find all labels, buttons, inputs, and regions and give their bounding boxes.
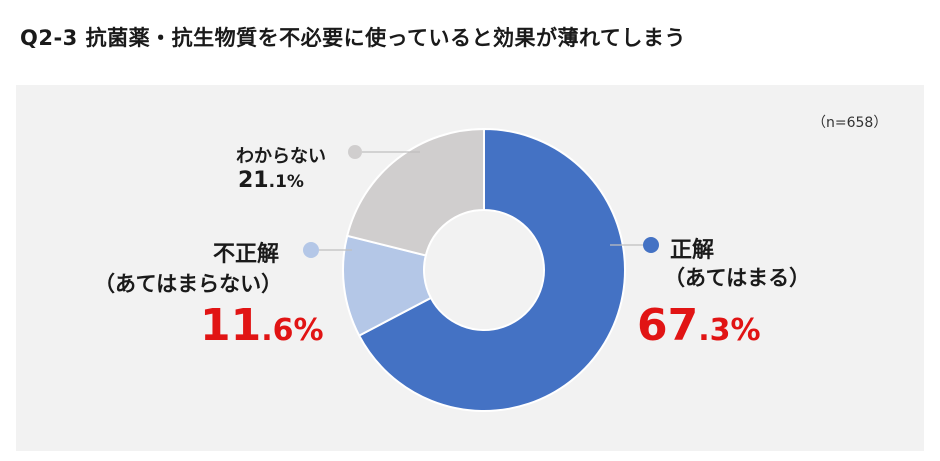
chart-title: Q2-3 抗菌薬・抗生物質を不必要に使っていると効果が薄れてしまう <box>20 26 686 50</box>
donut-slices <box>342 127 626 412</box>
label-wakaranai-name: わからない <box>236 146 326 167</box>
seikai-pct-dec: .3 <box>698 313 731 348</box>
fusei-pct-sign: % <box>293 313 324 348</box>
slice-seikai <box>357 127 626 412</box>
legend-dot-fusei <box>303 242 319 258</box>
legend-connectors <box>303 145 659 258</box>
label-fusei-name: 不正解 <box>213 242 280 267</box>
wakaranai-pct-dec: .1 <box>268 172 287 192</box>
label-seikai-sub: （あてはまる） <box>664 266 811 290</box>
label-seikai-percent: 67.3% <box>637 300 761 351</box>
legend-dot-seikai <box>643 237 659 253</box>
wakaranai-pct-sign: % <box>286 172 304 192</box>
label-fusei-sub: （あてはまらない） <box>94 272 283 296</box>
seikai-pct-int: 67 <box>637 300 699 351</box>
sample-size-note: （n=658） <box>812 115 888 131</box>
fusei-pct-int: 11 <box>200 300 262 351</box>
label-wakaranai-percent: 21.1% <box>238 168 304 193</box>
slice-wakaranai <box>345 127 485 257</box>
wakaranai-pct-int: 21 <box>238 168 269 193</box>
fusei-pct-dec: .6 <box>261 313 294 348</box>
seikai-pct-sign: % <box>730 313 761 348</box>
legend-dot-wakaranai <box>348 145 362 159</box>
label-fusei-percent: 11.6% <box>200 300 324 351</box>
label-seikai-name: 正解 <box>670 238 715 263</box>
